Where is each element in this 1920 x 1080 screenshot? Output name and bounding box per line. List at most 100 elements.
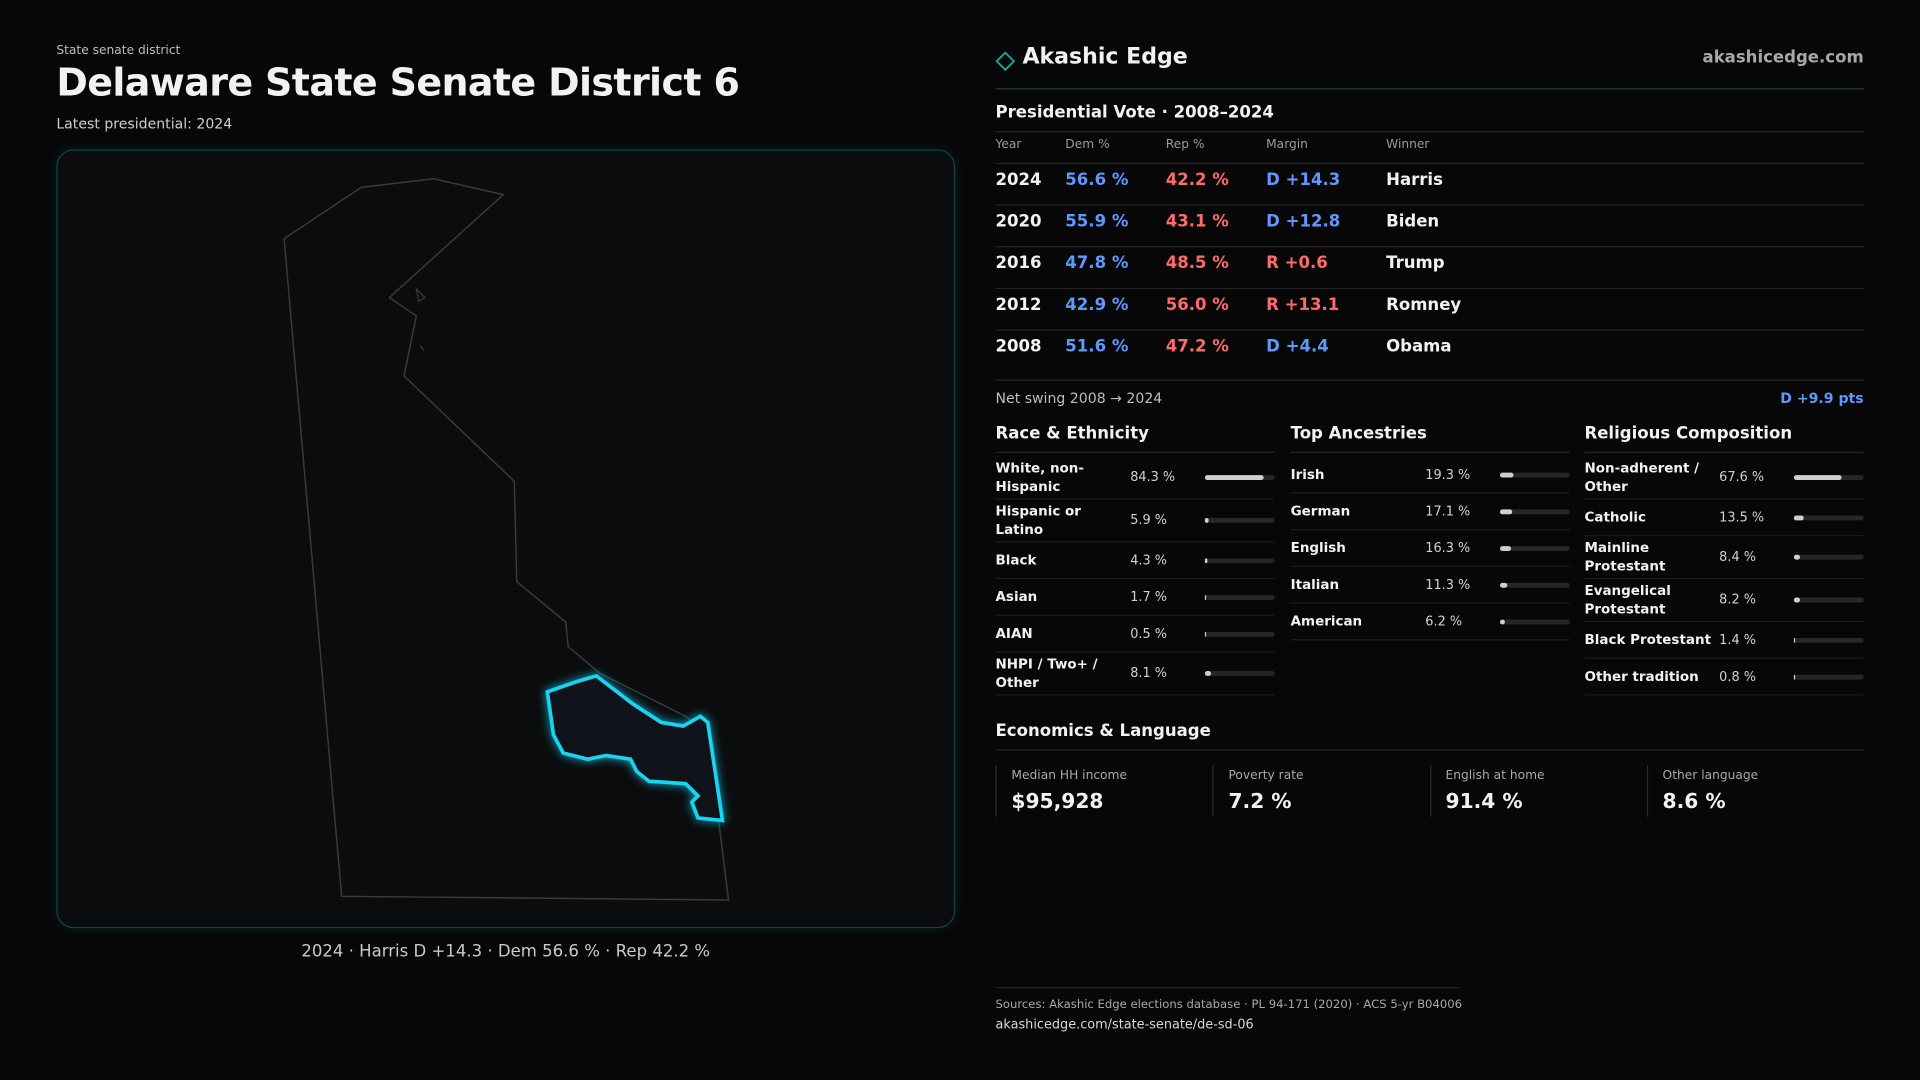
stat-card: English at home 91.4 % [1429,765,1647,817]
stat-label: Other language [1662,768,1759,783]
bar-track [1204,475,1275,480]
divider [995,246,1864,248]
divider [995,986,1460,989]
map-panel [56,149,956,929]
row-value: 6.2 % [1425,614,1463,629]
section-title: Race & Ethnicity [995,423,1149,444]
table-cell: D +12.8 [1266,211,1341,232]
bar [1793,475,1842,480]
bar [1204,671,1211,676]
bar-track [1500,472,1570,477]
subtitle: Latest presidential: 2024 [56,115,233,133]
row-label: Catholic [1584,509,1646,526]
row-label: Evangelical Protestant [1584,582,1671,618]
table-cell: Romney [1386,295,1462,315]
bar-track [1500,545,1570,551]
list-row: Asian 1.7 % [995,579,1275,616]
brand-icon [995,51,1016,72]
table-cell: 47.8 % [1065,253,1129,274]
stat-card: Other language 8.6 % [1646,765,1864,817]
row-label: Black [995,552,1037,569]
list-row: Black 4.3 % [995,542,1275,580]
bar-track [1204,557,1275,563]
section-title: Top Ancestries [1290,423,1427,444]
swing-label: Net swing 2008 → 2024 [995,389,1163,407]
table-cell: 42.9 % [1065,295,1129,315]
row-value: 4.3 % [1130,552,1167,568]
row-value: 8.2 % [1719,592,1756,608]
bar [1500,618,1505,624]
stat-label: Median HH income [1011,768,1128,783]
row-label: Black Protestant [1584,631,1712,648]
bar [1793,514,1804,520]
bar-track [1204,594,1275,600]
bar [1500,545,1512,551]
list-row: Hispanic or Latino 5.9 % [995,500,1275,543]
table-cell: D +4.4 [1266,336,1329,357]
row-value: 0.8 % [1719,669,1756,684]
bar-track [1793,554,1864,560]
stat-value: $95,928 [1011,789,1104,814]
table-cell: R +13.1 [1266,295,1340,315]
bar-track [1793,475,1864,480]
row-label: Other tradition [1584,668,1699,685]
bar-track [1204,517,1275,523]
table-cell: 42.2 % [1165,170,1229,190]
list-row: German 17.1 % [1290,493,1570,531]
table-cell: 2020 [995,211,1042,232]
bar-track [1204,631,1275,637]
econ-cards: Median HH income $95,928 Poverty rate 7.2 %… [995,765,1864,817]
swing-value: D +9.9 pts [1780,389,1864,407]
row-label: Asian [995,588,1038,605]
row-label: American [1290,613,1363,630]
table-cell: 2016 [995,253,1042,274]
bar [1500,472,1514,477]
list-row: Mainline Protestant 8.4 % [1584,536,1864,580]
section: Religious Composition Non-adherent / Othe… [1584,423,1864,696]
table-cell: 56.6 % [1065,170,1129,190]
brand-url: akashicedge.com [1702,47,1864,68]
table-cell: Obama [1386,336,1452,357]
list: White, non-Hispanic 84.3 % Hispanic or Lat… [995,451,1275,696]
bar [1793,674,1796,679]
list-row: Evangelical Protestant 8.2 % [1584,579,1864,623]
list-row: AIAN 0.5 % [995,616,1275,653]
row-label: Hispanic or Latino [995,503,1081,538]
table-cell: 55.9 % [1065,211,1129,232]
table-cell: 48.5 % [1165,253,1229,274]
bar-track [1793,514,1864,520]
table-cell: 2024 [995,170,1042,190]
bar-track [1793,674,1864,679]
map-caption: 2024 · Harris D +14.3 · Dem 56.6 % · Rep… [301,941,711,962]
bar [1204,594,1207,600]
column-header: Dem % [1065,138,1110,152]
divider [995,162,1864,165]
state-detail [415,287,426,351]
eyebrow: State senate district [56,44,181,58]
row-value: 1.7 % [1130,589,1167,605]
row-value: 8.4 % [1719,549,1756,565]
list-row: English 16.3 % [1290,530,1570,567]
table-cell: 56.0 % [1165,295,1229,315]
row-label: Mainline Protestant [1584,540,1666,575]
row-value: 67.6 % [1719,470,1765,485]
bar-track [1793,637,1864,643]
column-header: Margin [1266,138,1308,152]
bar [1793,597,1800,603]
bar [1500,582,1508,588]
table-cell: 43.1 % [1165,211,1229,232]
divider [995,88,1864,90]
table-cell: 2008 [995,336,1042,357]
section-title: Religious Composition [1584,423,1793,444]
row-label: White, non-Hispanic [995,460,1084,495]
table-cell: 47.2 % [1165,336,1229,357]
row-value: 16.3 % [1425,540,1471,556]
row-label: NHPI / Two+ / Other [995,656,1098,691]
district-shape [545,673,725,823]
bar [1204,517,1210,523]
bar-track [1793,597,1864,603]
list-row: NHPI / Two+ / Other 8.1 % [995,653,1275,696]
